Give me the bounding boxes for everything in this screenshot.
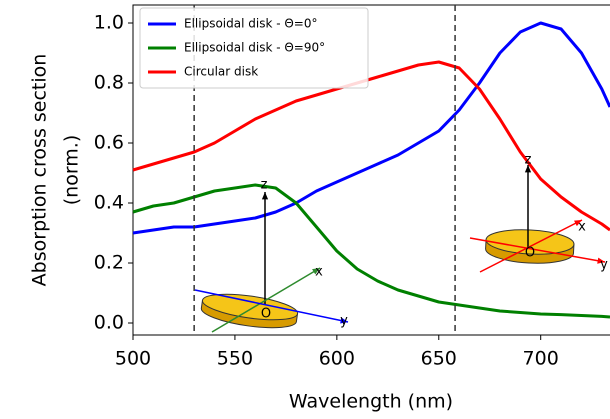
y-tick-label: 0.2 — [94, 252, 124, 274]
legend-label: Ellipsoidal disk - Θ=0° — [184, 17, 318, 31]
y-tick-label: 1.0 — [94, 12, 124, 34]
inset-label: y — [600, 258, 608, 273]
inset-axis — [194, 289, 349, 323]
series-line — [132, 21, 610, 235]
inset-arrowhead — [261, 192, 269, 200]
x-axis-label: Wavelength (nm) — [289, 391, 453, 413]
legend-label: Ellipsoidal disk - Θ=90° — [184, 41, 325, 55]
x-tick-label: 600 — [319, 348, 355, 370]
y-axis-label: (norm.) — [61, 135, 83, 206]
y-tick-label: 0.4 — [94, 192, 124, 214]
x-tick-label: 550 — [217, 348, 253, 370]
inset-label: O — [525, 246, 535, 261]
series-line — [132, 60, 610, 232]
inset-axis — [211, 267, 321, 333]
y-axis-label: Absorption cross section — [29, 54, 51, 287]
y-tick-label: 0.0 — [94, 312, 124, 334]
inset-label: O — [261, 307, 271, 322]
inset-arrowhead — [597, 257, 605, 264]
inset-arrowhead — [340, 317, 348, 324]
legend-label: Circular disk — [184, 65, 258, 79]
inset-disk-top — [201, 293, 299, 321]
inset-label: x — [578, 220, 586, 235]
x-tick-label: 500 — [115, 348, 151, 370]
inset-label: x — [315, 265, 323, 280]
inset-arrowhead — [312, 268, 320, 275]
inset-label: y — [340, 314, 348, 329]
y-tick-label: 0.8 — [94, 72, 124, 94]
legend-box — [139, 7, 369, 89]
inset-label: z — [261, 178, 268, 193]
inset-axis — [469, 237, 606, 263]
x-tick-label: 650 — [421, 348, 457, 370]
inset-arrowhead — [524, 165, 532, 173]
inset-axis — [479, 219, 583, 273]
inset-label: z — [525, 153, 532, 168]
inset-arrowhead — [574, 220, 582, 227]
x-tick-label: 700 — [523, 348, 559, 370]
y-tick-label: 0.6 — [94, 132, 124, 154]
series-line — [132, 183, 610, 319]
